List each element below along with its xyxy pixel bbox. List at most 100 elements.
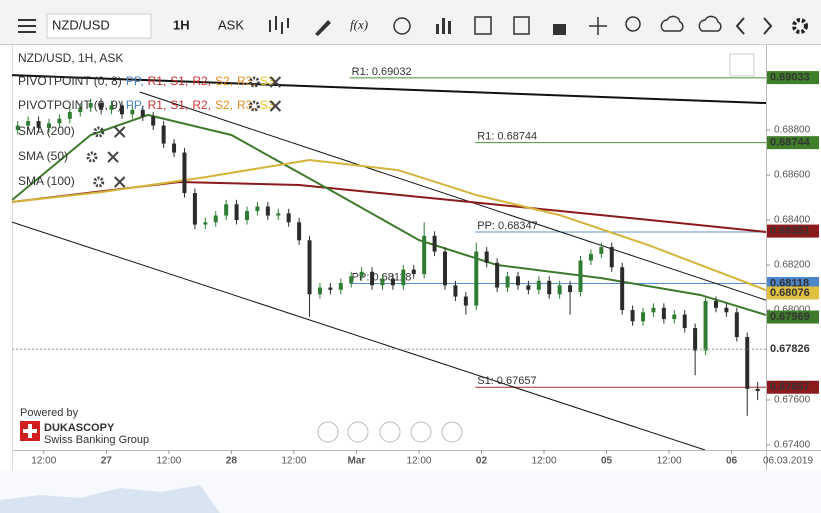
candle-body: [99, 103, 104, 110]
trendline: [139, 91, 766, 301]
side[interactable]: ASK: [218, 17, 244, 32]
news-button[interactable]: [513, 16, 530, 35]
candle-body: [453, 285, 458, 297]
x-tick-label: 28: [226, 456, 238, 467]
candle-body: [443, 251, 448, 286]
candle-body: [463, 296, 468, 306]
candle-body: [390, 278, 395, 286]
menu-button[interactable]: [18, 19, 36, 33]
x-tick-label: 27: [101, 456, 113, 467]
y-tick-label: 0.67600: [774, 395, 811, 406]
expand-button[interactable]: [729, 53, 755, 77]
settings-icon[interactable]: [86, 151, 98, 163]
remove-icon[interactable]: [269, 76, 282, 88]
info-button[interactable]: [393, 17, 411, 35]
upload-button[interactable]: [660, 15, 684, 32]
download-button[interactable]: [698, 15, 722, 32]
candle-body: [505, 276, 510, 288]
candle-body: [234, 204, 239, 221]
candle-body: [755, 388, 760, 392]
x-tick-label: 12:00: [281, 456, 306, 467]
pivot-label: R1: 0.69032: [352, 66, 412, 78]
candle-body: [370, 271, 375, 286]
candle-body: [599, 247, 604, 254]
candle-body: [620, 267, 625, 311]
logo-cross: [23, 424, 37, 438]
y-tick-label: 0.68400: [774, 215, 811, 226]
remove-icon[interactable]: [113, 176, 126, 188]
candle-body: [276, 213, 281, 216]
nav-reset[interactable]: [379, 421, 401, 443]
candle-body: [213, 215, 218, 223]
settings-button[interactable]: [792, 18, 808, 34]
candle-body: [630, 310, 635, 322]
nav-zoom-out[interactable]: [347, 421, 369, 443]
candle-body: [484, 251, 489, 263]
candle-body: [515, 276, 520, 286]
crosshair-button[interactable]: [589, 17, 607, 35]
settings-icon[interactable]: [93, 176, 105, 188]
candle-body: [130, 109, 135, 115]
candle-body: [78, 107, 83, 113]
candle-body: [328, 287, 333, 290]
candle-body: [109, 105, 114, 110]
period[interactable]: 1H: [173, 17, 190, 32]
pivot-label: S1: 0.67657: [477, 375, 536, 387]
pivot-item: R1,: [148, 74, 167, 88]
candle-body: [349, 276, 354, 284]
indicators-button[interactable]: f(x): [350, 17, 368, 32]
candle-body: [672, 314, 677, 320]
price-tag-bg: [767, 224, 819, 238]
pivot-label: PP: 0.68347: [477, 220, 538, 232]
brand-tagline: Swiss Banking Group: [44, 434, 149, 446]
candle-body: [57, 118, 62, 124]
stats-button[interactable]: [436, 18, 451, 34]
pivot-item: PP,: [126, 98, 144, 112]
pivot-indicator: PIVOTPOINT (0, 9) PP, R1, S1, R2, S2, R3, S3: [18, 98, 275, 112]
nav-zoom-in[interactable]: [410, 421, 432, 443]
remove-icon[interactable]: [113, 126, 126, 138]
calendar-button[interactable]: [474, 16, 492, 35]
nav-left[interactable]: [317, 421, 339, 443]
price-tag: 0.68118: [770, 277, 809, 289]
trendline: [12, 74, 766, 105]
candle-body: [474, 251, 479, 306]
price-tag: 0.69033: [770, 72, 810, 84]
chart-title: NZD/USD, 1H, ASK: [18, 51, 123, 65]
x-tick-label: Mar: [348, 456, 366, 467]
y-tick-label: 0.67400: [774, 440, 811, 451]
candle-body: [26, 121, 31, 126]
navigation-buttons: [317, 421, 463, 443]
remove-icon[interactable]: [269, 100, 282, 112]
candle-body: [422, 235, 427, 275]
candle-body: [588, 253, 593, 261]
zoom-button[interactable]: [625, 16, 641, 32]
candle-body: [140, 109, 145, 117]
legend-entry: SMA (200): [18, 124, 75, 138]
forward-button[interactable]: [763, 17, 773, 35]
back-button[interactable]: [735, 17, 745, 35]
settings-icon[interactable]: [248, 76, 260, 88]
pivot-item: PP,: [126, 74, 144, 88]
nav-right[interactable]: [441, 421, 463, 443]
candle-body: [338, 283, 343, 290]
lock-button[interactable]: [553, 24, 566, 35]
remove-icon[interactable]: [107, 151, 119, 163]
settings-icon[interactable]: [248, 100, 260, 112]
price-tag: 0.68744: [770, 137, 811, 149]
candle-body: [703, 301, 708, 351]
candle-type-button[interactable]: [269, 16, 289, 34]
candle-body: [307, 240, 312, 295]
pivot-label: R1: 0.68744: [477, 131, 537, 143]
x-tick-label: 02: [476, 456, 488, 467]
pivot-item: S1,: [170, 98, 188, 112]
draw-button[interactable]: [315, 20, 331, 36]
candle-body: [380, 278, 385, 286]
candle-body: [182, 152, 187, 194]
candle-body: [317, 287, 322, 295]
price-tag-bg: [767, 286, 819, 300]
price-tag-bg: [767, 310, 819, 324]
settings-icon[interactable]: [93, 126, 105, 138]
symbol-select[interactable]: [46, 13, 152, 39]
price-tag-bg: [767, 136, 819, 150]
